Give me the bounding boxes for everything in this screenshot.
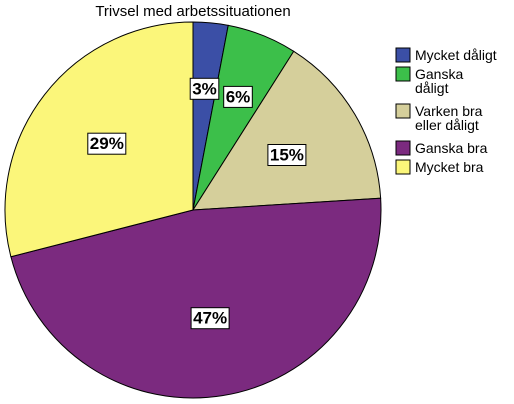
value-label-box-1 (223, 85, 253, 108)
legend-item-3: Ganska bra (395, 140, 488, 156)
legend-swatch-3 (395, 140, 411, 156)
value-label-box-0 (189, 77, 220, 100)
legend-label-1-1: dåligt (415, 80, 449, 96)
pie-slice-2 (192, 50, 382, 211)
pie-slices (4, 21, 382, 399)
value-label-4: 29% (87, 132, 127, 155)
value-label-0: 3% (189, 77, 220, 100)
value-label-3: 47% (190, 307, 230, 330)
legend-swatch-2 (395, 103, 411, 119)
value-label-box-2 (267, 144, 307, 166)
legend-item-0: Mycket dåligt (395, 47, 497, 63)
legend-swatch-1 (395, 66, 411, 82)
pie-slice-3 (10, 197, 382, 399)
pie-value-labels: 3% 6% 15% 47% 29% (87, 77, 307, 330)
value-label-text-1: 6% (226, 87, 251, 106)
value-label-box-4 (87, 132, 127, 155)
legend-swatch-0 (395, 47, 411, 63)
value-label-text-3: 47% (193, 309, 227, 328)
legend-label-1-0: Ganska (415, 66, 463, 82)
legend-label-0-0: Mycket dåligt (415, 47, 497, 63)
legend-label-3-0: Ganska bra (415, 140, 488, 156)
legend-item-4: Mycket bra (395, 159, 484, 175)
value-label-text-0: 3% (192, 79, 217, 98)
value-label-text-2: 15% (270, 146, 304, 165)
legend-label-2-1: eller dåligt (415, 117, 479, 133)
value-label-1: 6% (223, 85, 253, 108)
chart-title: Trivsel med arbetssituationen (95, 3, 290, 20)
legend-label-2-0: Varken bra (415, 103, 483, 119)
legend-swatch-4 (395, 159, 411, 175)
value-label-2: 15% (267, 144, 307, 166)
value-label-box-3 (190, 307, 230, 330)
legend-label-4-0: Mycket bra (415, 159, 484, 175)
value-label-text-4: 29% (90, 134, 124, 153)
